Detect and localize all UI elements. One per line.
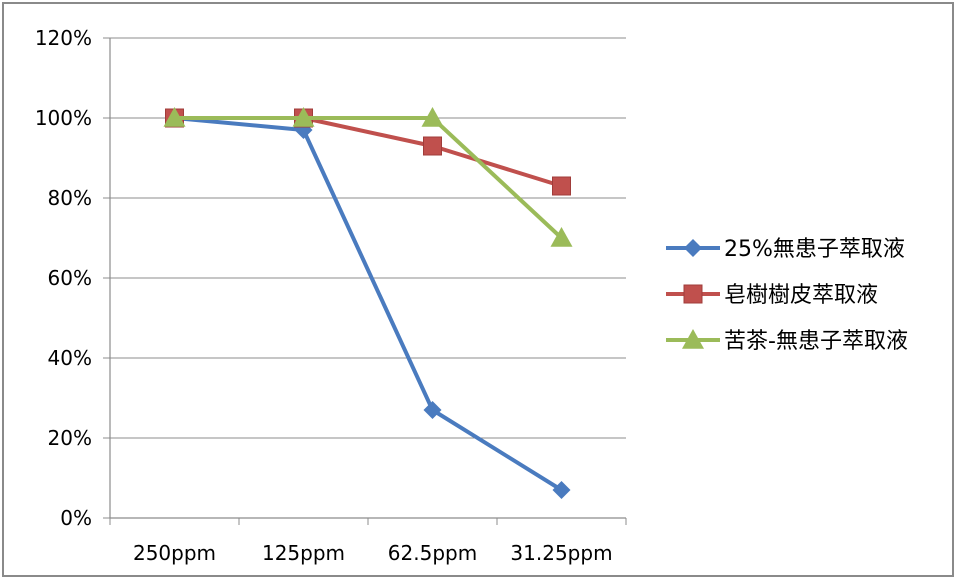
y-tick-label-4: 80%: [48, 186, 92, 210]
x-tick-label-3: 31.25ppm: [510, 541, 612, 565]
series-2-point-3: [423, 136, 442, 156]
series-3-point-4: [550, 227, 573, 247]
x-tick-label-2: 62.5ppm: [388, 541, 477, 565]
series-3-line: [174, 116, 563, 240]
legend-label-1: 25%無患子萃取液: [724, 237, 905, 262]
legend-marker-3: [682, 329, 704, 349]
legend-marker-2: [683, 284, 703, 304]
legend-item-3: 苦茶-無患子萃取液: [666, 329, 908, 354]
series-3-point-2: [292, 107, 315, 127]
y-tick-labels: 0% 20% 40% 60% 80% 100% 120%: [35, 26, 92, 530]
series-1-line: [174, 116, 563, 492]
x-tick-label-0: 250ppm: [133, 541, 216, 565]
y-tick-label-6: 120%: [35, 26, 92, 50]
series-1-point-3: [423, 401, 442, 419]
y-tick-label-2: 40%: [48, 346, 92, 370]
y-tick-label-3: 60%: [48, 266, 92, 290]
legend-item-1: 25%無患子萃取液: [666, 237, 905, 262]
series-layer: [163, 107, 573, 499]
series-1: [165, 109, 571, 499]
x-tick-labels: 250ppm 125ppm 62.5ppm 31.25ppm: [133, 541, 613, 565]
legend-marker-1: [684, 239, 702, 257]
x-tick-label-1: 125ppm: [262, 541, 345, 565]
series-3-point-3: [421, 107, 444, 127]
y-tick-label-1: 20%: [48, 426, 92, 450]
series-3: [163, 107, 573, 247]
gridlines: [110, 37, 626, 439]
series-3-point-1: [163, 107, 186, 127]
axes: [103, 37, 627, 525]
y-tick-label-0: 0%: [60, 506, 92, 530]
legend-label-2: 皂樹樹皮萃取液: [724, 283, 878, 308]
series-1-point-4: [552, 481, 571, 499]
legend-label-3: 苦茶-無患子萃取液: [724, 329, 908, 354]
legend-item-2: 皂樹樹皮萃取液: [666, 283, 878, 308]
y-tick-label-5: 100%: [35, 106, 92, 130]
series-2-line: [174, 116, 563, 188]
series-2-point-4: [552, 176, 571, 196]
